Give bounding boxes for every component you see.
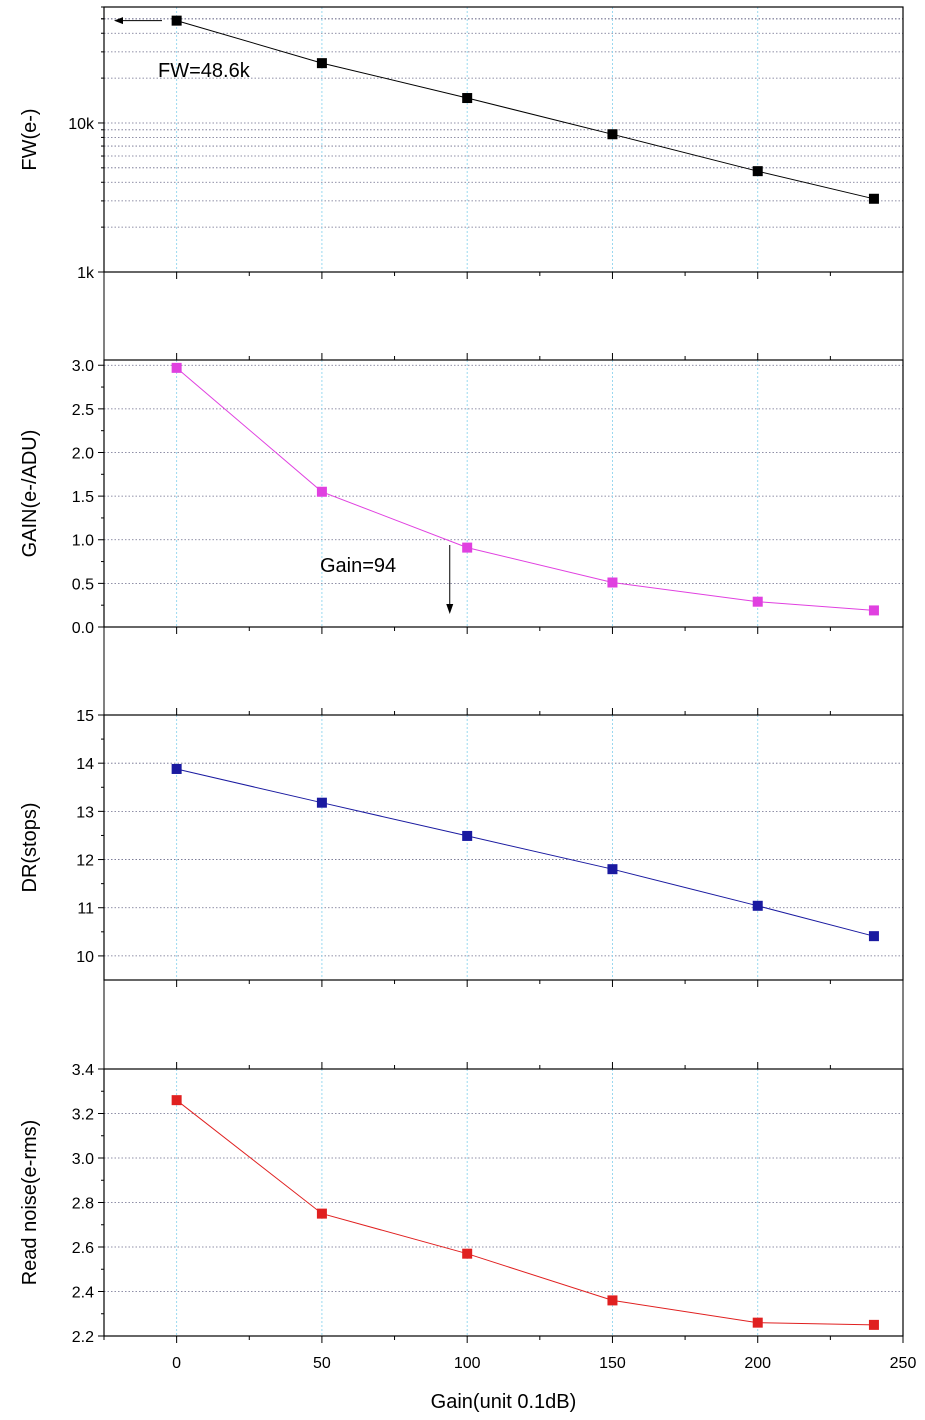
panel-dr: 10 11 12 13 14 15 DR(stops) xyxy=(19,708,904,1069)
fw-annotation: FW=48.6k xyxy=(158,60,251,82)
x-tick-label: 50 xyxy=(313,1355,331,1372)
x-tick-label: 200 xyxy=(744,1355,771,1372)
data-point xyxy=(868,931,879,942)
panel-rn: 2.2 2.4 2.6 2.8 3.0 3.2 3.4 Read noise(e-rms) xyxy=(19,1062,904,1346)
data-point xyxy=(752,1317,763,1328)
y-axis-title: DR(stops) xyxy=(19,802,41,892)
data-point xyxy=(316,1208,327,1219)
y-tick-label: 0.5 xyxy=(72,576,94,593)
series-line xyxy=(176,20,875,200)
y-tick-label: 10k xyxy=(68,116,95,133)
series-line xyxy=(176,367,874,611)
data-point xyxy=(462,1248,473,1259)
series-line xyxy=(176,1099,874,1326)
data-point xyxy=(607,577,618,588)
y-tick-label: 13 xyxy=(76,804,94,821)
data-point xyxy=(316,58,327,69)
arrow-head-icon xyxy=(446,604,454,614)
arrow-head-icon xyxy=(114,17,123,25)
data-point xyxy=(868,193,879,204)
panel-gain: 0.0 0.5 1.0 1.5 2.0 2.5 3.0 GAIN(e-/ADU) Gain=94 xyxy=(19,353,904,715)
y-tick-label: 10 xyxy=(76,949,94,966)
x-tick-label: 0 xyxy=(172,1355,181,1372)
y-tick-label: 1.5 xyxy=(72,489,94,506)
data-point xyxy=(316,486,327,497)
data-point xyxy=(607,1295,618,1306)
data-point xyxy=(462,93,473,104)
data-point xyxy=(171,362,182,373)
data-point xyxy=(752,900,763,911)
y-tick-label: 11 xyxy=(77,901,94,918)
data-point xyxy=(868,1319,879,1330)
y-tick-label: 3.2 xyxy=(72,1107,94,1124)
x-tick-label: 250 xyxy=(890,1355,917,1372)
data-point xyxy=(752,166,763,177)
y-tick-label: 14 xyxy=(76,756,94,773)
y-tick-label: 2.4 xyxy=(72,1285,94,1302)
y-tick-label: 1k xyxy=(77,265,95,282)
plot-frame xyxy=(103,359,904,628)
data-point xyxy=(607,129,618,140)
plot-frame xyxy=(103,714,904,981)
data-point xyxy=(752,596,763,607)
y-tick-label: 0.0 xyxy=(72,620,94,637)
data-point xyxy=(462,542,473,553)
y-tick-label: 2.6 xyxy=(72,1240,94,1257)
gain-annotation: Gain=94 xyxy=(320,555,396,577)
y-axis-title: FW(e-) xyxy=(19,108,41,170)
x-tick-label: 100 xyxy=(454,1355,481,1372)
x-axis-title: Gain(unit 0.1dB) xyxy=(431,1391,577,1413)
data-point xyxy=(868,605,879,616)
data-point xyxy=(462,830,473,841)
y-tick-label: 2.5 xyxy=(72,402,94,419)
data-point xyxy=(607,864,618,875)
y-axis-title: Read noise(e-rms) xyxy=(19,1120,41,1286)
x-tick-label: 150 xyxy=(599,1355,626,1372)
series-line xyxy=(176,768,875,937)
y-tick-label: 12 xyxy=(76,853,94,870)
y-tick-label: 3.0 xyxy=(72,1151,94,1168)
data-point xyxy=(316,797,327,808)
y-tick-label: 1.0 xyxy=(72,533,94,550)
data-point xyxy=(171,763,182,774)
plot-frame xyxy=(103,6,904,273)
data-point xyxy=(171,1095,182,1106)
y-tick-label: 15 xyxy=(76,708,94,725)
y-tick-label: 2.0 xyxy=(72,445,94,462)
y-tick-label: 2.8 xyxy=(72,1196,94,1213)
panel-fw: 1k 10k FW(e-) FW=48.6k xyxy=(19,6,904,360)
y-tick-label: 3.0 xyxy=(72,358,94,375)
y-tick-label: 2.2 xyxy=(72,1329,94,1346)
y-axis-title: GAIN(e-/ADU) xyxy=(19,430,41,558)
data-point xyxy=(171,15,182,26)
y-tick-label: 3.4 xyxy=(72,1062,94,1079)
